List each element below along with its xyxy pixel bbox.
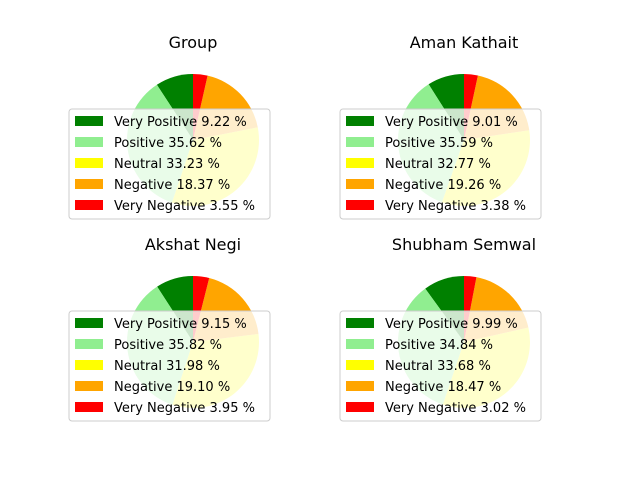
legend-box [68,310,271,422]
legend-swatch [75,179,103,189]
legend-swatch [75,360,103,370]
legend-box [339,108,542,220]
legend-label: Very Positive 9.01 % [385,115,518,130]
legend-swatch [346,116,374,126]
chart-title: Group [169,33,218,52]
legend-label: Positive 35.62 % [114,136,222,151]
legend-swatch [346,158,374,168]
legend-label: Positive 35.59 % [385,136,493,151]
legend-label: Very Positive 9.22 % [114,115,247,130]
legend-swatch [346,179,374,189]
legend-swatch [75,402,103,412]
legend-swatch [75,137,103,147]
legend-label: Positive 34.84 % [385,338,493,353]
chart-title: Aman Kathait [410,33,519,52]
legend-swatch [75,381,103,391]
pie-panel: Aman Kathait Very Positive 9.01 % Positive… [339,33,542,220]
legend-label: Very Positive 9.99 % [385,317,518,332]
legend-label: Neutral 33.68 % [385,359,491,374]
legend-label: Very Negative 3.38 % [385,199,526,214]
legend-box [68,108,271,220]
pie-panel: Shubham Semwal Very Positive 9.99 % Positi… [339,235,542,422]
legend-label: Positive 35.82 % [114,338,222,353]
legend-label: Very Negative 3.95 % [114,401,255,416]
legend-swatch [75,116,103,126]
pie-panel: Group Very Positive 9.22 % Positive 35.62 … [68,33,271,220]
legend-swatch [346,200,374,210]
legend-swatch [346,137,374,147]
legend-swatch [346,402,374,412]
chart-title: Akshat Negi [145,235,241,254]
legend-label: Negative 19.10 % [114,380,230,395]
legend-swatch [346,318,374,328]
legend-box [339,310,542,422]
legend-swatch [346,360,374,370]
legend-swatch [75,318,103,328]
legend-swatch [346,339,374,349]
legend-label: Negative 18.47 % [385,380,501,395]
legend-swatch [346,381,374,391]
legend-label: Very Positive 9.15 % [114,317,247,332]
legend-swatch [75,200,103,210]
legend-label: Negative 18.37 % [114,178,230,193]
legend-swatch [75,339,103,349]
legend-label: Very Negative 3.55 % [114,199,255,214]
legend-swatch [75,158,103,168]
legend-label: Very Negative 3.02 % [385,401,526,416]
chart-title: Shubham Semwal [392,235,536,254]
legend-label: Neutral 32.77 % [385,157,491,172]
legend-label: Negative 19.26 % [385,178,501,193]
legend-label: Neutral 33.23 % [114,157,220,172]
pie-panel: Akshat Negi Very Positive 9.15 % Positive … [68,235,271,422]
legend-label: Neutral 31.98 % [114,359,220,374]
